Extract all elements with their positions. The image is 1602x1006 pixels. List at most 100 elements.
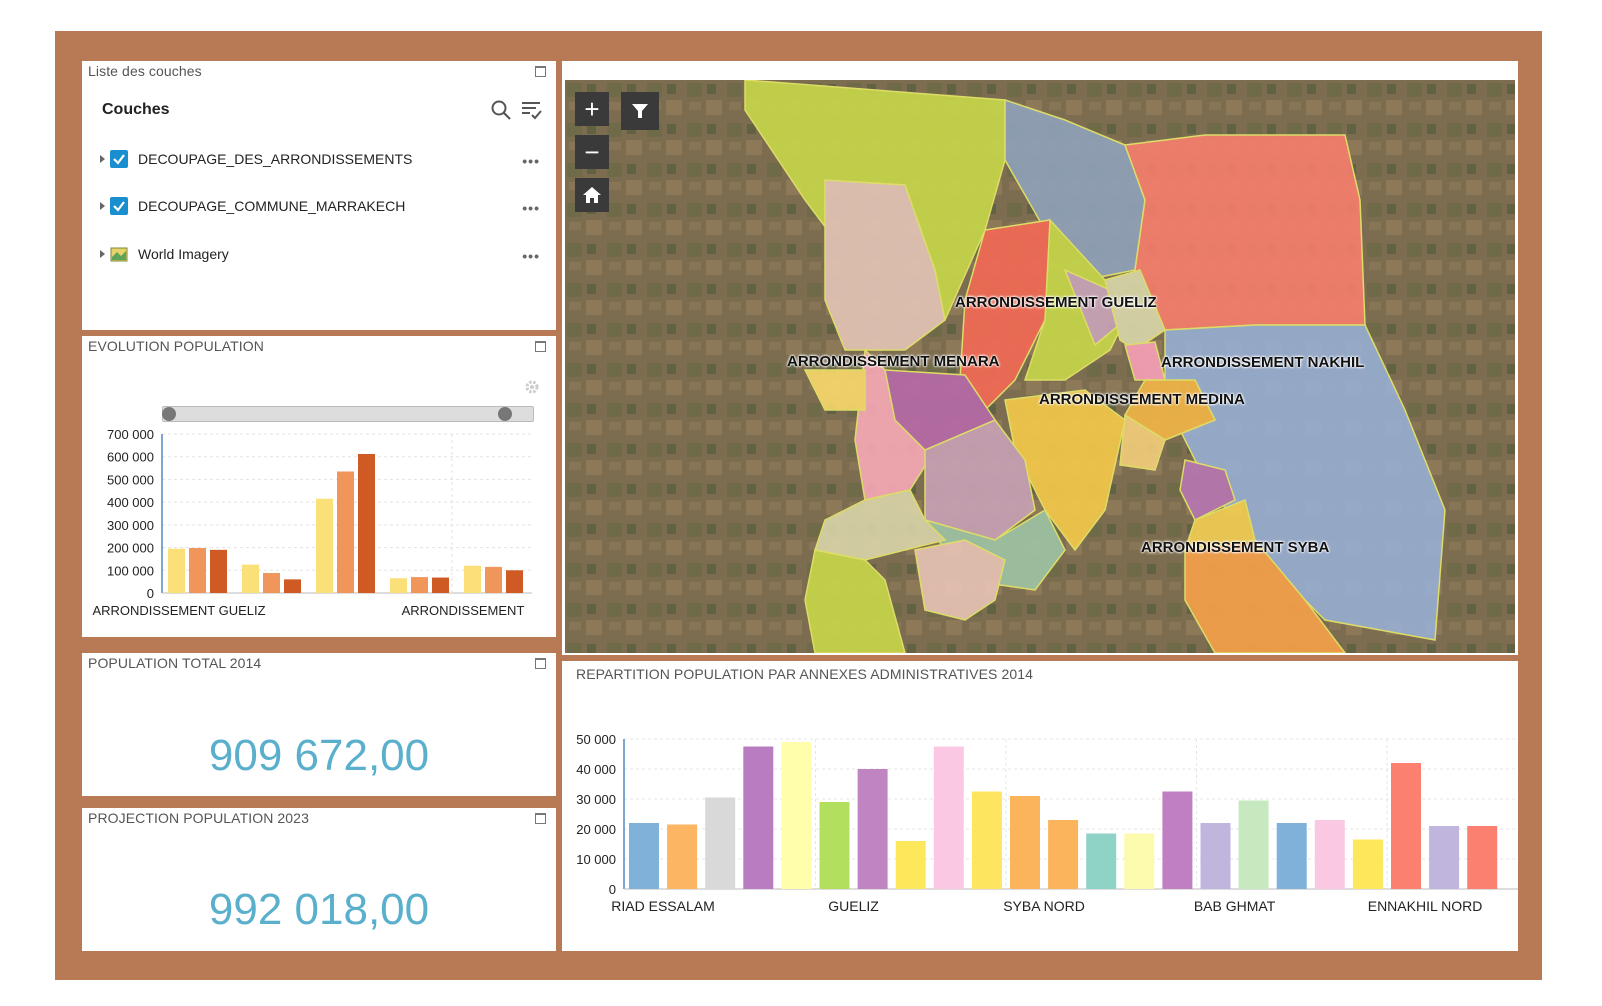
more-options-icon[interactable]: ••• (522, 248, 540, 264)
projection-title: PROJECTION POPULATION 2023 (88, 810, 309, 826)
bar (1391, 763, 1421, 889)
layer-list-panel: Liste des couches Couches DECOUPAGE_DES_… (82, 61, 556, 330)
bar (189, 548, 206, 593)
bar (1238, 800, 1269, 889)
bar (284, 579, 301, 593)
bar (971, 791, 1002, 889)
y-tick-label: 600 000 (107, 450, 154, 465)
map-view[interactable]: + − ARRONDISSEMENT GUELIZ ARRONDISSEMENT… (565, 80, 1515, 653)
repartition-title: REPARTITION POPULATION PAR ANNEXES ADMIN… (576, 666, 1033, 682)
x-tick-label: ENNAKHIL NORD (1368, 898, 1483, 914)
search-icon[interactable] (490, 99, 512, 121)
home-button[interactable] (575, 178, 609, 212)
y-tick-label: 40 000 (576, 762, 616, 777)
filter-icon (632, 104, 648, 118)
map-label-menara: ARRONDISSEMENT MENARA (787, 353, 1000, 370)
y-tick-label: 700 000 (107, 427, 154, 442)
bar (1048, 820, 1079, 889)
x-tick-label: SYBA NORD (1003, 898, 1085, 914)
layer-item-arrondissements[interactable]: DECOUPAGE_DES_ARRONDISSEMENTS ••• (100, 149, 540, 173)
bar (857, 769, 888, 889)
x-tick-label: BAB GHMAT (1194, 898, 1276, 914)
map-label-medina: ARRONDISSEMENT MEDINA (1039, 391, 1245, 408)
map-label-nakhil: ARRONDISSEMENT NAKHIL (1161, 354, 1365, 371)
bar (411, 577, 428, 593)
bar (933, 746, 964, 889)
evolution-bar-chart: 0 100 000 200 000 300 000 400 000 500 000 600 … (92, 427, 532, 618)
basemap-icon (110, 247, 128, 262)
minimize-icon[interactable] (535, 341, 546, 352)
bar (743, 746, 774, 889)
bar (1276, 823, 1307, 889)
settings-gear-icon[interactable] (524, 379, 540, 395)
bar (485, 566, 502, 593)
layer-name: DECOUPAGE_DES_ARRONDISSEMENTS (138, 151, 413, 167)
slider-handle-left[interactable] (162, 407, 176, 421)
map-canvas[interactable] (565, 80, 1515, 653)
bar (819, 802, 850, 889)
population-total-value: 909 672,00 (208, 731, 430, 780)
more-options-icon[interactable]: ••• (522, 200, 540, 216)
x-tick-label: ARRONDISSEMENT GUELIZ (92, 603, 265, 618)
y-tick-label: 10 000 (576, 852, 616, 867)
minimize-icon[interactable] (535, 813, 546, 824)
bar (1010, 796, 1040, 889)
repartition-panel: REPARTITION POPULATION PAR ANNEXES ADMIN… (562, 661, 1518, 951)
x-tick-label: ARRONDISSEMENT (402, 603, 525, 618)
bar (629, 823, 659, 889)
bar (1200, 823, 1231, 889)
y-tick-label: 30 000 (576, 792, 616, 807)
repartition-bar-chart: 0 10 000 20 000 30 000 40 000 50 000 RIAD ESSA… (576, 732, 1518, 914)
layer-item-commune[interactable]: DECOUPAGE_COMMUNE_MARRAKECH ••• (100, 196, 540, 220)
more-options-icon[interactable]: ••• (522, 153, 540, 169)
y-tick-label: 0 (147, 586, 154, 601)
bar (464, 565, 481, 593)
zoom-in-button[interactable]: + (575, 92, 609, 126)
filter-button[interactable] (621, 92, 659, 130)
y-tick-label: 20 000 (576, 822, 616, 837)
bar (432, 577, 449, 593)
bar (705, 797, 736, 889)
arrondissement-polygons (744, 80, 1446, 653)
layer-name: World Imagery (138, 246, 229, 262)
projection-population-panel: PROJECTION POPULATION 2023 992 018,00 (82, 808, 556, 951)
bar (1467, 826, 1498, 889)
filter-list-icon[interactable] (520, 99, 542, 121)
y-tick-label: 0 (609, 882, 616, 897)
population-total-panel: POPULATION TOTAL 2014 909 672,00 (82, 653, 556, 796)
y-tick-label: 400 000 (107, 495, 154, 510)
layer-visibility-checkbox[interactable] (110, 150, 128, 168)
bar (1314, 820, 1345, 889)
expand-caret-icon[interactable] (100, 250, 105, 258)
zoom-out-button[interactable]: − (575, 135, 609, 169)
x-tick-label: GUELIZ (828, 898, 879, 914)
layers-header: Couches (102, 101, 170, 118)
bar (242, 564, 259, 593)
bar (895, 841, 926, 889)
minimize-icon[interactable] (535, 66, 546, 77)
layer-visibility-checkbox[interactable] (110, 197, 128, 215)
layer-item-world-imagery[interactable]: World Imagery ••• (100, 244, 540, 268)
expand-caret-icon[interactable] (100, 155, 105, 163)
y-tick-label: 500 000 (107, 472, 154, 487)
bar (337, 471, 354, 593)
y-tick-label: 200 000 (107, 541, 154, 556)
bar (1162, 791, 1193, 889)
slider-handle-right[interactable] (498, 407, 512, 421)
layer-name: DECOUPAGE_COMMUNE_MARRAKECH (138, 198, 406, 214)
evolution-panel-title: EVOLUTION POPULATION (88, 338, 264, 354)
map-label-gueliz: ARRONDISSEMENT GUELIZ (955, 294, 1157, 311)
y-tick-label: 100 000 (107, 563, 154, 578)
bar (1086, 833, 1117, 889)
bar (1352, 839, 1383, 889)
y-tick-label: 50 000 (576, 732, 616, 747)
y-tick-label: 300 000 (107, 518, 154, 533)
minimize-icon[interactable] (535, 658, 546, 669)
range-slider[interactable] (162, 406, 534, 422)
bar (1124, 833, 1155, 889)
expand-caret-icon[interactable] (100, 202, 105, 210)
bar (210, 549, 227, 593)
bar (263, 573, 280, 593)
bar (358, 453, 375, 593)
bar (168, 548, 185, 593)
